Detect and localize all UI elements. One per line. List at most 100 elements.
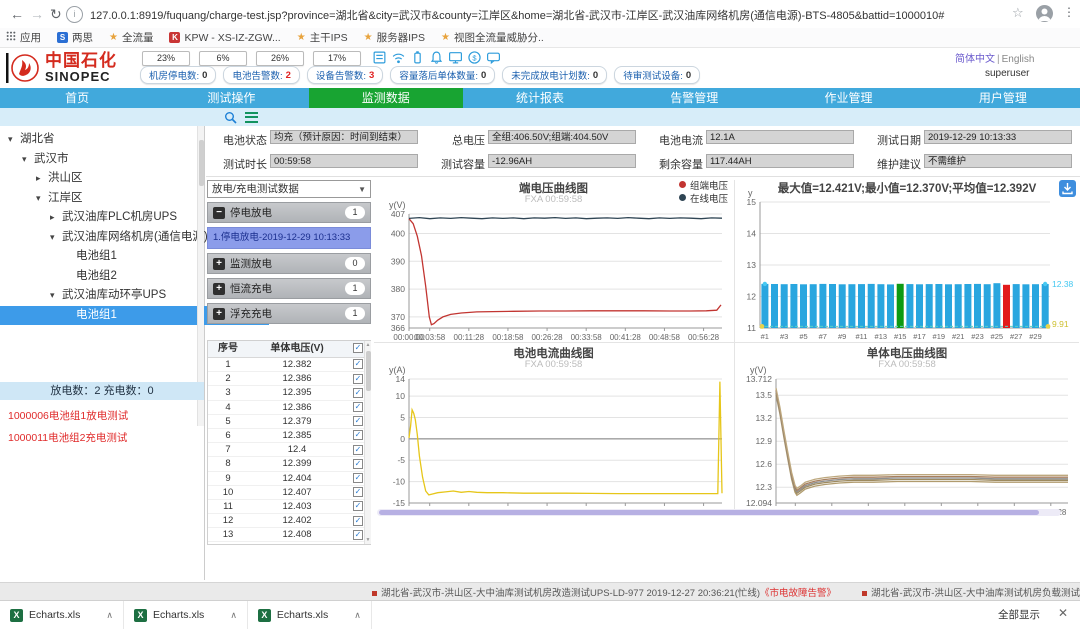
expander-down-icon[interactable]: ▾ [22, 150, 34, 169]
accordion-section[interactable]: +恒流充电1 [207, 278, 371, 299]
battery-current-chart: 电池电流曲线图FXA 00:59:58y(A)141050-5-10-1500:… [373, 343, 734, 517]
tab-测试操作[interactable]: 测试操作 [154, 88, 308, 108]
tab-用户管理[interactable]: 用户管理 [926, 88, 1080, 108]
sinopec-logo: 中国石化 SINOPEC [4, 49, 139, 87]
row-checkbox[interactable]: ✓ [353, 402, 363, 412]
svg-text:12: 12 [747, 292, 757, 302]
svg-text:12.3: 12.3 [755, 482, 772, 492]
download-menu-icon[interactable]: ∧ [354, 610, 361, 621]
expand-icon[interactable]: + [213, 308, 225, 320]
expander-down-icon[interactable]: ▾ [50, 228, 62, 247]
back-icon[interactable]: ← [10, 0, 24, 28]
url-field[interactable]: 127.0.0.1:8919/fuquang/charge-test.jsp?p… [90, 7, 970, 23]
browser-address-bar: ← → ↻ i 127.0.0.1:8919/fuquang/charge-te… [0, 0, 1080, 29]
download-menu-icon[interactable]: ∧ [230, 610, 237, 621]
download-menu-icon[interactable]: ∧ [106, 610, 113, 621]
svg-text:#25: #25 [991, 332, 1004, 341]
row-checkbox[interactable]: ✓ [353, 416, 363, 426]
expander-right-icon[interactable]: ▸ [50, 208, 62, 227]
test-data-dropdown[interactable]: 放电/充电测试数据▼ [207, 180, 371, 198]
row-checkbox[interactable]: ✓ [353, 473, 363, 483]
expander-down-icon[interactable]: ▾ [8, 130, 20, 149]
row-checkbox[interactable]: ✓ [353, 374, 363, 384]
accordion-label: 停电放电 [230, 205, 345, 220]
row-checkbox[interactable]: ✓ [353, 487, 363, 497]
legend-item[interactable]: 在线电压 [679, 191, 728, 204]
tab-告警管理[interactable]: 告警管理 [617, 88, 771, 108]
bookmark-item[interactable]: ★视图全流量威胁分.. [441, 30, 544, 45]
row-checkbox[interactable]: ✓ [353, 459, 363, 469]
bookmark-star-icon[interactable]: ☆ [1012, 5, 1024, 21]
collapse-icon[interactable]: − [213, 207, 225, 219]
tree-item[interactable]: ▾湖北省 [0, 130, 213, 149]
tree-item[interactable]: ▾武汉市 [0, 150, 227, 169]
lang-en-link[interactable]: English [1002, 54, 1035, 65]
bookmark-item[interactable]: ★全流量 [109, 30, 153, 45]
bookmark-item[interactable]: KKPW - XS-IZ-ZGW... [169, 32, 280, 44]
browser-menu-icon[interactable]: ⋮ [1063, 5, 1075, 19]
row-checkbox[interactable]: ✓ [353, 501, 363, 511]
download-item[interactable]: XEcharts.xls∧ [248, 601, 372, 629]
tab-作业管理[interactable]: 作业管理 [771, 88, 925, 108]
row-checkbox[interactable]: ✓ [353, 445, 363, 455]
field-3: 2019-12-29 10:13:33 [924, 130, 1072, 144]
close-download-bar-icon[interactable]: ✕ [1058, 606, 1068, 620]
scroll-up-icon[interactable]: ▲ [365, 342, 371, 348]
show-all-downloads-link[interactable]: 全部显示 [998, 607, 1040, 622]
tree-item[interactable]: ▾江岸区 [0, 189, 241, 208]
accordion-section[interactable]: +浮充充电1 [207, 303, 371, 324]
bookmark-item[interactable]: ★服务器IPS [364, 30, 425, 45]
apps-grid-icon [6, 31, 16, 44]
expander-right-icon[interactable]: ▸ [36, 169, 48, 188]
expander-down-icon[interactable]: ▾ [36, 189, 48, 208]
row-checkbox[interactable]: ✓ [353, 530, 363, 540]
table-row: 1412.398✓ [208, 542, 370, 545]
tab-监测数据[interactable]: 监测数据 [309, 88, 463, 108]
bookmark-item[interactable]: ★主干IPS [297, 30, 348, 45]
download-item[interactable]: XEcharts.xls∧ [124, 601, 248, 629]
forward-icon[interactable]: → [30, 0, 44, 28]
search-icon[interactable] [224, 111, 237, 124]
site-info-icon[interactable]: i [66, 6, 83, 23]
row-checkbox[interactable]: ✓ [353, 516, 363, 526]
language-switch[interactable]: 简体中文|English [955, 50, 1034, 65]
row-checkbox[interactable]: ✓ [353, 359, 363, 369]
legend-item[interactable]: 组端电压 [679, 178, 728, 191]
tab-统计报表[interactable]: 统计报表 [463, 88, 617, 108]
tree-item-label: 洪山区 [48, 172, 83, 184]
lang-cn-link[interactable]: 简体中文 [955, 54, 995, 65]
save-image-icon[interactable] [1059, 180, 1076, 197]
test-record-link[interactable]: 1000006电池组1放电测试 [8, 408, 128, 423]
header-checkbox[interactable]: ✓ [353, 343, 363, 353]
monitor-icon [448, 50, 463, 65]
alarm-text: 湖北省-武汉市-洪山区-大中油库测试机房改造测试UPS-LD-977 2019-… [381, 588, 760, 599]
expand-icon[interactable]: + [213, 258, 225, 270]
accordion-section[interactable]: +监测放电0 [207, 253, 371, 274]
table-scrollbar[interactable]: ▲ ▼ [364, 341, 371, 544]
tab-首页[interactable]: 首页 [0, 88, 154, 108]
test-record-item-selected[interactable]: 1.停电放电-2019-12-29 10:13:33 [207, 227, 371, 249]
expander-down-icon[interactable]: ▾ [50, 286, 62, 305]
row-checkbox[interactable]: ✓ [353, 544, 363, 545]
bookmark-item[interactable]: S两思 [57, 30, 93, 45]
charts-horizontal-scrollbar[interactable] [377, 509, 1061, 516]
excel-file-icon: X [134, 609, 147, 622]
col-index-header: 序号 [208, 341, 248, 357]
stat-value: 0 [593, 70, 598, 81]
scroll-down-icon[interactable]: ▼ [365, 537, 371, 543]
download-item[interactable]: XEcharts.xls∧ [0, 601, 124, 629]
profile-avatar[interactable] [1036, 5, 1053, 22]
refresh-icon[interactable]: ↻ [50, 0, 62, 28]
accordion-section[interactable]: −停电放电1 [207, 202, 371, 223]
test-record-link[interactable]: 1000011电池组2充电测试 [8, 430, 127, 445]
bookmark-item[interactable]: 应用 [6, 30, 41, 45]
bookmarks-bar: 应用 S两思 ★全流量 KKPW - XS-IZ-ZGW... ★主干IPS ★服务器IP… [0, 28, 1080, 48]
row-checkbox[interactable]: ✓ [353, 388, 363, 398]
expand-icon[interactable]: + [213, 283, 225, 295]
field-label: 总电压 [423, 132, 485, 148]
stat-label: 未完成放电计划数: [511, 68, 590, 82]
row-checkbox[interactable]: ✓ [353, 430, 363, 440]
svg-text:00:41:28: 00:41:28 [610, 333, 642, 342]
list-icon[interactable] [245, 112, 258, 123]
sidebar-scrollbar[interactable] [197, 126, 204, 426]
